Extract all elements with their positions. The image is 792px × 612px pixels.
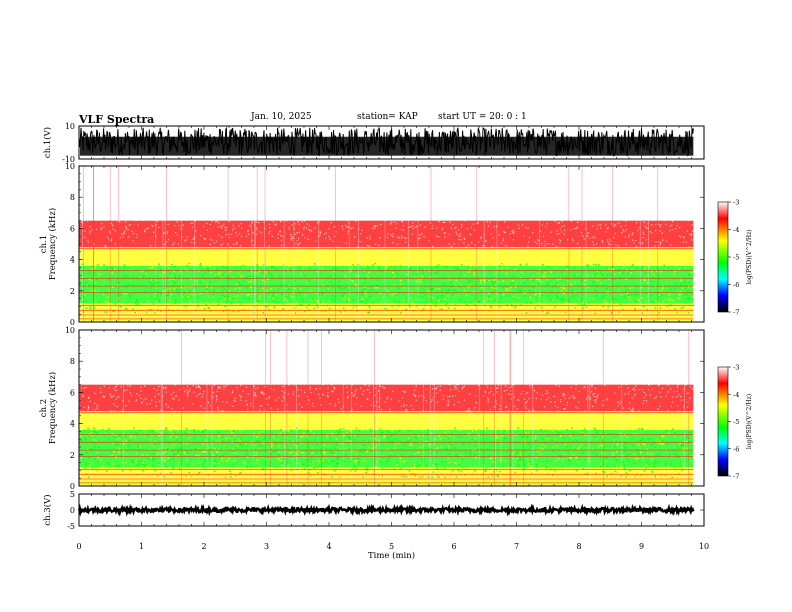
colorbar-tick-label: -7	[733, 309, 739, 317]
x-tick-label: 7	[514, 542, 519, 551]
x-tick-label: 6	[451, 542, 456, 551]
colorbar	[717, 201, 729, 313]
y-axis-label: ch.1(V)	[42, 127, 53, 158]
y-axis-label: ch.2	[39, 399, 49, 417]
colorbar-tick-label: -6	[733, 281, 739, 289]
y-tick-label: 2	[70, 451, 75, 460]
station-label: station= KAP	[357, 112, 418, 122]
y-tick-label: 8	[70, 357, 75, 366]
y-axis-label: Frequency (kHz)	[47, 208, 58, 280]
spectrogram-band	[79, 265, 694, 304]
x-tick-label: 5	[389, 542, 394, 551]
x-tick-label: 0	[76, 542, 81, 551]
x-tick-label: 4	[326, 542, 331, 551]
colorbar-tick-label: -5	[733, 418, 739, 426]
y-axis-label: Frequency (kHz)	[47, 372, 58, 444]
ch3-waveform	[77, 503, 695, 517]
y-tick-label: 4	[70, 256, 75, 265]
colorbar-tick-label: -7	[733, 473, 739, 481]
spectrogram-band	[79, 220, 694, 248]
y-tick-label: 6	[70, 388, 75, 397]
ch1-waveform-envelope	[80, 136, 694, 156]
x-tick-label: 9	[639, 542, 644, 551]
date-label: Jan. 10, 2025	[251, 112, 312, 122]
x-tick-label: 10	[699, 542, 709, 551]
chart-title: VLF Spectra	[79, 113, 155, 126]
spectrogram-texture-yellow	[79, 262, 695, 314]
y-tick-label: 5	[70, 490, 75, 499]
spectrogram-texture-yellow	[79, 426, 695, 479]
spectrogram-texture-light	[79, 166, 695, 253]
spectrogram-band	[79, 411, 694, 430]
ch1-spectrogram	[79, 166, 695, 322]
colorbar-tick-label: -4	[733, 226, 739, 234]
x-tick-label: 3	[264, 542, 269, 551]
y-tick-label: 10	[65, 326, 75, 335]
y-tick-label: -5	[67, 522, 75, 531]
y-axis-label: ch.1	[39, 235, 49, 253]
colorbar	[717, 366, 729, 477]
spectrogram-band	[79, 314, 694, 322]
y-tick-label: 10	[65, 122, 75, 131]
ch2-spectrogram	[79, 330, 695, 486]
ch1-waveform	[78, 126, 694, 157]
colorbar-label: log(PSD)(V^2/Hz)	[746, 394, 753, 449]
colorbar-tick-label: -3	[733, 199, 739, 207]
y-tick-label: 4	[70, 420, 75, 429]
spectrogram-band	[79, 247, 694, 266]
y-tick-label: 0	[70, 482, 75, 491]
ch3-waveform-trace	[77, 503, 695, 517]
colorbar-tick-label: -3	[733, 364, 739, 372]
spectrogram-band	[79, 478, 694, 486]
y-tick-label: 0	[70, 318, 75, 327]
y-tick-label: -10	[62, 155, 75, 164]
spectrogram-texture-green	[80, 427, 693, 478]
colorbar-tick-label: -6	[733, 445, 739, 453]
y-tick-label: 6	[70, 224, 75, 233]
x-tick-label: 1	[139, 542, 144, 551]
x-tick-label: 8	[576, 542, 581, 551]
y-axis-label: ch.3(V)	[42, 494, 53, 525]
spectrogram-texture-light	[79, 330, 695, 417]
colorbar-tick-label: -4	[733, 391, 739, 399]
y-tick-label: 8	[70, 193, 75, 202]
y-tick-label: 0	[70, 506, 75, 515]
y-tick-label: 10	[65, 162, 75, 171]
x-axis-title: Time (min)	[368, 550, 415, 561]
colorbar-tick-label: -5	[733, 254, 739, 262]
spectrogram-band	[79, 467, 694, 479]
colorbar-label: log(PSD)(V^2/Hz)	[746, 229, 753, 284]
y-tick-label: 2	[70, 287, 75, 296]
x-tick-label: 2	[201, 542, 206, 551]
spectrogram-band	[79, 384, 694, 412]
start-time-label: start UT = 20: 0 : 1	[438, 112, 527, 122]
